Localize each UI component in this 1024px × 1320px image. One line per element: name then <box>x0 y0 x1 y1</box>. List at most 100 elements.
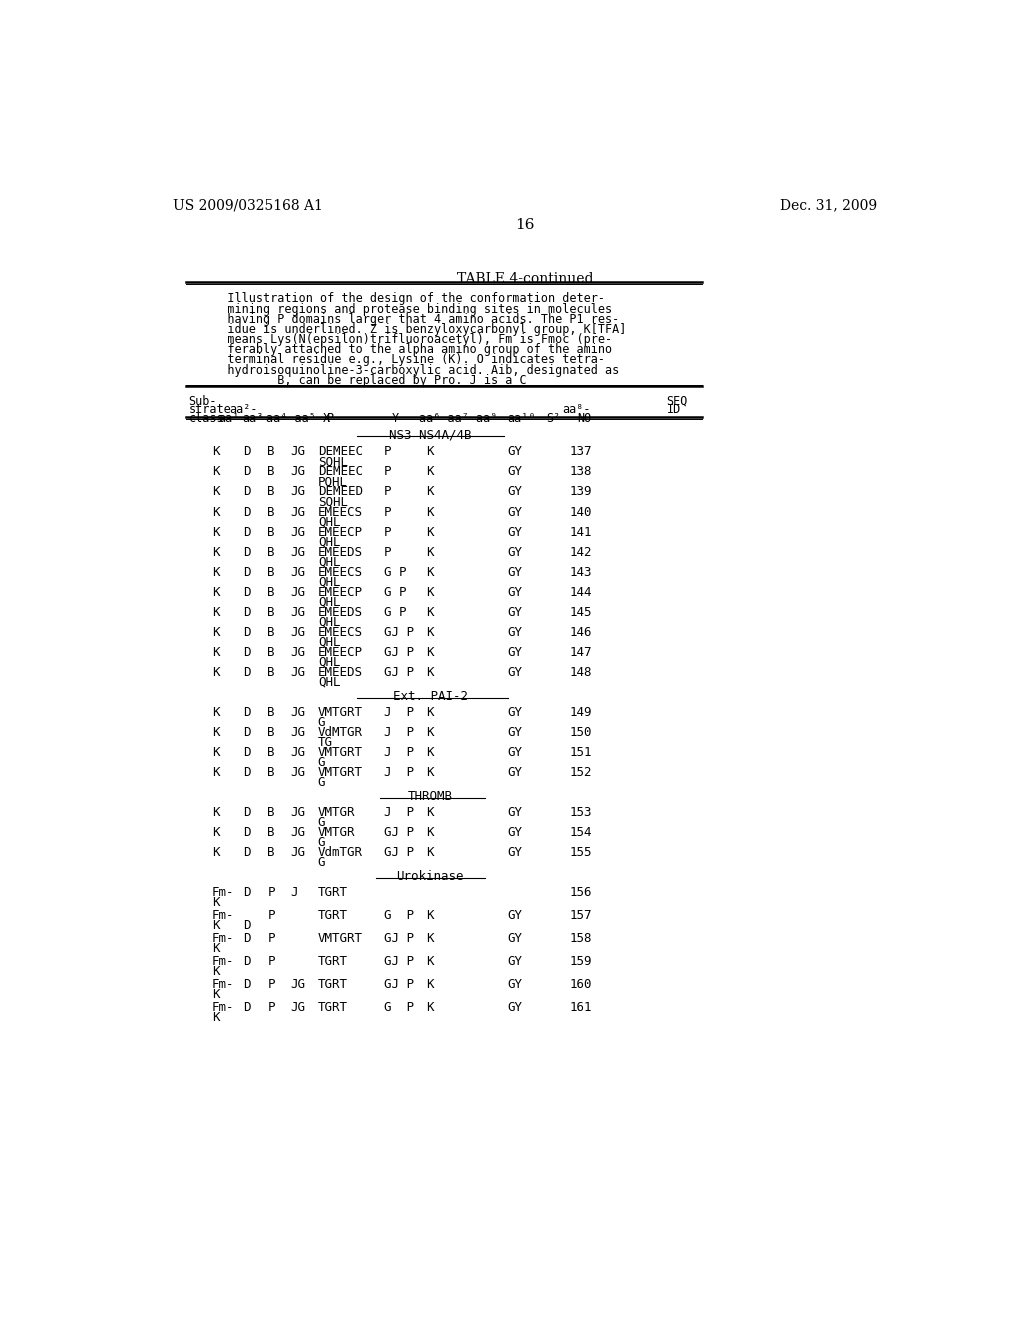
Text: K: K <box>426 746 434 759</box>
Text: 154: 154 <box>569 826 592 838</box>
Text: GY: GY <box>508 826 522 838</box>
Text: G: G <box>317 816 326 829</box>
Text: D: D <box>243 545 250 558</box>
Text: SEQ: SEQ <box>667 395 688 408</box>
Text: D: D <box>243 466 250 478</box>
Text: P: P <box>267 909 275 921</box>
Text: JG: JG <box>291 805 306 818</box>
Text: class: class <box>188 412 224 425</box>
Text: B: B <box>267 826 275 838</box>
Text: having P domains larger that 4 amino acids. The P1 res-: having P domains larger that 4 amino aci… <box>206 313 618 326</box>
Text: GY: GY <box>508 586 522 598</box>
Text: B: B <box>267 545 275 558</box>
Text: K: K <box>426 525 434 539</box>
Text: D: D <box>243 445 250 458</box>
Text: K: K <box>426 606 434 619</box>
Text: K: K <box>426 645 434 659</box>
Text: 150: 150 <box>569 726 592 739</box>
Text: JG: JG <box>291 486 306 499</box>
Text: B: B <box>267 805 275 818</box>
Text: D: D <box>243 766 250 779</box>
Text: K: K <box>212 545 219 558</box>
Text: B: B <box>267 565 275 578</box>
Text: 157: 157 <box>569 909 592 921</box>
Text: B: B <box>267 846 275 859</box>
Text: B, can be replaced by Pro. J is a C: B, can be replaced by Pro. J is a C <box>206 374 526 387</box>
Text: P: P <box>267 1002 275 1014</box>
Text: JG: JG <box>291 826 306 838</box>
Text: D: D <box>243 956 250 968</box>
Text: GY: GY <box>508 978 522 991</box>
Text: VdmTGR: VdmTGR <box>317 846 362 859</box>
Text: K: K <box>212 586 219 598</box>
Text: JG: JG <box>291 506 306 519</box>
Text: J  P: J P <box>384 805 414 818</box>
Text: D: D <box>243 565 250 578</box>
Text: D: D <box>243 726 250 739</box>
Text: K: K <box>426 805 434 818</box>
Text: K: K <box>212 445 219 458</box>
Text: EMEECS: EMEECS <box>317 565 362 578</box>
Text: Ext. PAI-2: Ext. PAI-2 <box>393 690 468 704</box>
Text: GY: GY <box>508 956 522 968</box>
Text: K: K <box>212 989 219 1002</box>
Text: D: D <box>243 919 250 932</box>
Text: THROMB: THROMB <box>408 791 453 804</box>
Text: Urokinase: Urokinase <box>396 870 464 883</box>
Text: JG: JG <box>291 565 306 578</box>
Text: GY: GY <box>508 766 522 779</box>
Text: B: B <box>267 486 275 499</box>
Text: SQHL: SQHL <box>317 455 348 469</box>
Text: B: B <box>267 726 275 739</box>
Text: K: K <box>212 726 219 739</box>
Text: D: D <box>243 826 250 838</box>
Text: B: B <box>267 645 275 659</box>
Text: VMTGR: VMTGR <box>317 805 355 818</box>
Text: G P: G P <box>384 565 407 578</box>
Text: QHL: QHL <box>317 516 340 528</box>
Text: Y: Y <box>391 412 398 425</box>
Text: EMEEDS: EMEEDS <box>317 606 362 619</box>
Text: K: K <box>212 896 219 909</box>
Text: terminal residue e.g., Lysine (K). O indicates tetra-: terminal residue e.g., Lysine (K). O ind… <box>206 354 604 367</box>
Text: 149: 149 <box>569 706 592 718</box>
Text: K: K <box>212 606 219 619</box>
Text: GY: GY <box>508 545 522 558</box>
Text: GY: GY <box>508 805 522 818</box>
Text: SQHL: SQHL <box>317 495 348 508</box>
Text: P: P <box>384 486 391 499</box>
Text: D: D <box>243 606 250 619</box>
Text: K: K <box>212 919 219 932</box>
Text: G: G <box>317 756 326 768</box>
Text: G P: G P <box>384 606 407 619</box>
Text: G: G <box>317 776 326 789</box>
Text: 155: 155 <box>569 846 592 859</box>
Text: B: B <box>267 626 275 639</box>
Text: DEMEED: DEMEED <box>317 486 362 499</box>
Text: K: K <box>426 445 434 458</box>
Text: K: K <box>212 1011 219 1024</box>
Text: hydroisoquinoline-3-carboxylic acid. Aib, designated as: hydroisoquinoline-3-carboxylic acid. Aib… <box>206 363 618 376</box>
Text: GJ P: GJ P <box>384 978 414 991</box>
Text: B: B <box>267 525 275 539</box>
Text: D: D <box>243 645 250 659</box>
Text: D: D <box>243 805 250 818</box>
Text: B: B <box>267 606 275 619</box>
Text: JG: JG <box>291 586 306 598</box>
Text: EMEECP: EMEECP <box>317 586 362 598</box>
Text: EMEECS: EMEECS <box>317 626 362 639</box>
Text: EMEEDS: EMEEDS <box>317 545 362 558</box>
Text: GY: GY <box>508 606 522 619</box>
Text: aa⁶ aa⁷ aa⁹: aa⁶ aa⁷ aa⁹ <box>419 412 497 425</box>
Text: GY: GY <box>508 525 522 539</box>
Text: JG: JG <box>291 466 306 478</box>
Text: K: K <box>212 645 219 659</box>
Text: J  P: J P <box>384 746 414 759</box>
Text: JG: JG <box>291 746 306 759</box>
Text: P: P <box>384 506 391 519</box>
Text: K: K <box>212 746 219 759</box>
Text: B: B <box>267 466 275 478</box>
Text: D: D <box>243 525 250 539</box>
Text: 161: 161 <box>569 1002 592 1014</box>
Text: TGRT: TGRT <box>317 978 348 991</box>
